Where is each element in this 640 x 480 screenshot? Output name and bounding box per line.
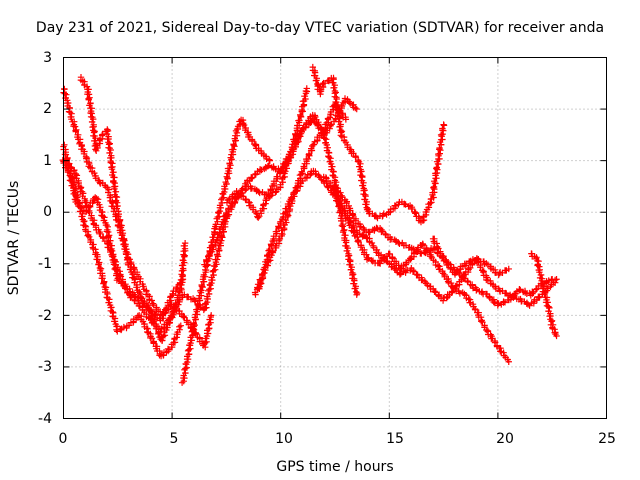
x-tick-label: 25 — [598, 431, 616, 447]
data-marks — [59, 63, 560, 386]
data-point-markers — [320, 173, 512, 304]
series-arc-2 — [60, 85, 215, 351]
x-tick-label: 20 — [496, 431, 514, 447]
x-tick-label: 5 — [170, 431, 179, 447]
series-arc-15 — [528, 250, 560, 340]
data-point-markers — [178, 116, 274, 386]
data-point-markers — [77, 74, 189, 344]
grid-lines — [63, 57, 607, 419]
series-arc-3 — [60, 141, 184, 360]
data-point-markers — [528, 250, 560, 340]
data-point-markers — [59, 156, 187, 324]
series-arc-13 — [320, 173, 512, 304]
y-tick-label: 1 — [43, 153, 52, 169]
series-arc-10 — [255, 167, 512, 365]
x-axis-label: GPS time / hours — [276, 459, 393, 475]
data-point-markers — [255, 167, 512, 365]
axis-ticks — [63, 57, 607, 419]
data-point-markers — [309, 63, 448, 226]
y-axis-label: SDTVAR / TECUs — [6, 181, 22, 296]
series-arc-5 — [59, 156, 187, 324]
x-tick-label: 15 — [386, 431, 404, 447]
y-tick-label: -2 — [38, 308, 52, 324]
y-tick-label: 2 — [43, 101, 52, 117]
data-point-markers — [60, 141, 184, 360]
y-tick-label: -4 — [38, 411, 52, 427]
plot-frame — [63, 57, 607, 419]
chart-title: Day 231 of 2021, Sidereal Day-to-day VTE… — [36, 20, 604, 36]
x-tick-label: 0 — [59, 431, 68, 447]
x-tick-label: 10 — [275, 431, 293, 447]
y-tick-label: -3 — [38, 359, 52, 375]
y-tick-label: -1 — [38, 256, 52, 272]
series-arc-11 — [309, 63, 448, 226]
data-point-markers — [60, 85, 215, 351]
y-tick-label: 0 — [43, 204, 52, 220]
y-tick-label: 3 — [43, 50, 52, 66]
series-arc-6 — [178, 116, 274, 386]
series-arc-4 — [77, 74, 189, 344]
